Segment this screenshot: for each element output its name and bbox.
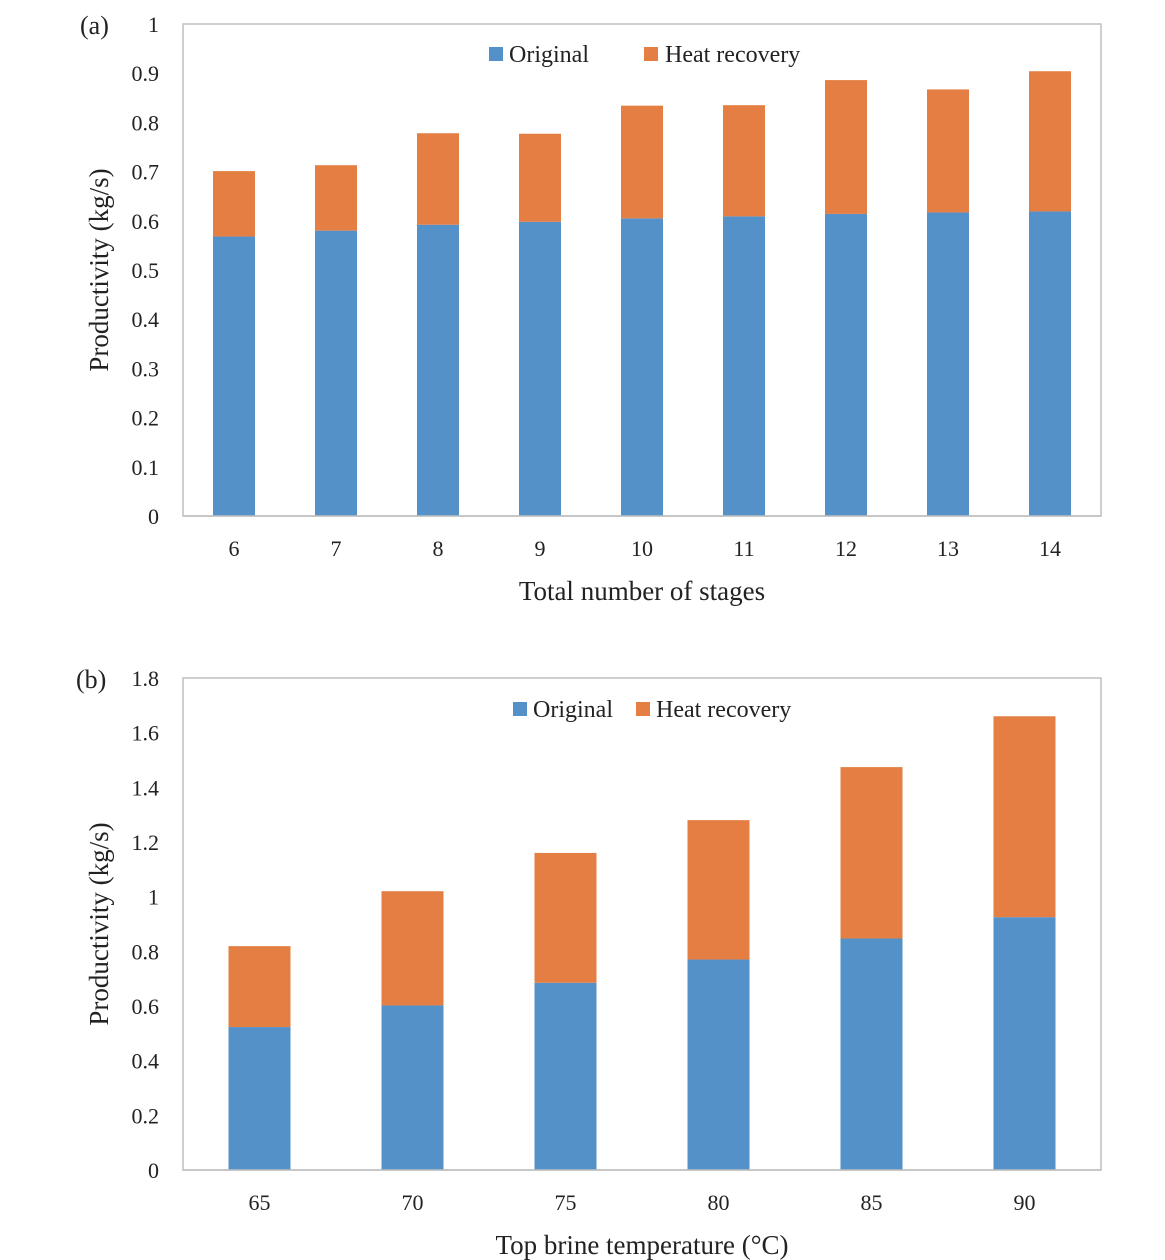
x-tick-label: 14: [1039, 536, 1061, 561]
bar-original-80: [687, 959, 750, 1170]
bar-original-6: [213, 236, 255, 516]
y-tick-label: 0.9: [132, 61, 160, 86]
y-tick-label: 1: [148, 12, 159, 37]
x-tick-label: 7: [331, 536, 342, 561]
chart-panel-a: 6 7 8 9 10 11 12 13 14 0 0.1 0.2 0.3 0.4 0.5 0.6 0.7 0.8 0…: [80, 11, 1102, 606]
chart-panel-b: 65 70 75 80 85 90 0 0.2 0.4 0.6 0.8 1 1.2 1.4 1.6 1.8 To…: [76, 665, 1102, 1260]
x-tick-label: 80: [708, 1190, 730, 1215]
y-tick-label: 0: [148, 504, 159, 529]
y-tick-label: 0.2: [132, 406, 160, 431]
bar-heat-recovery-12: [825, 80, 867, 214]
bar-original-10: [621, 218, 663, 516]
y-tick-label: 0.3: [132, 356, 160, 381]
x-tick-label: 90: [1014, 1190, 1036, 1215]
x-tick-label: 10: [631, 536, 653, 561]
bar-original-90: [993, 917, 1056, 1170]
bar-heat-recovery-11: [723, 105, 765, 217]
plot-frame: [182, 677, 1102, 1171]
x-tick-label: 9: [535, 536, 546, 561]
bar-heat-recovery-65: [228, 946, 291, 1028]
bar-original-70: [381, 1005, 444, 1170]
legend-swatch-original: [489, 47, 503, 61]
bar-heat-recovery-13: [927, 89, 969, 213]
bar-original-14: [1029, 211, 1071, 516]
y-tick-label: 1.6: [132, 721, 160, 746]
x-tick-label: 11: [733, 536, 754, 561]
y-tick-label: 0.5: [132, 258, 160, 283]
y-tick-label: 0.1: [132, 455, 160, 480]
x-tick-label: 8: [433, 536, 444, 561]
y-tick-label: 1.8: [132, 666, 160, 691]
legend-label-heat-recovery: Heat recovery: [665, 42, 800, 68]
bar-original-65: [228, 1027, 291, 1170]
x-tick-label: 70: [402, 1190, 424, 1215]
bar-original-7: [315, 230, 357, 516]
legend-swatch-heat-recovery: [636, 702, 650, 716]
bar-heat-recovery-14: [1029, 71, 1071, 212]
legend-label-original: Original: [533, 697, 613, 723]
y-axis-title: Productivity (kg/s): [84, 168, 114, 371]
bar-original-9: [519, 221, 561, 516]
bar-heat-recovery-7: [315, 165, 357, 231]
bar-heat-recovery-6: [213, 171, 255, 237]
bar-heat-recovery-90: [993, 716, 1056, 918]
x-tick-label: 65: [249, 1190, 271, 1215]
bar-heat-recovery-9: [519, 133, 561, 222]
legend-swatch-original: [513, 702, 527, 716]
bar-original-85: [840, 938, 903, 1170]
y-tick-label: 0: [148, 1158, 159, 1183]
y-tick-label: 0.8: [132, 939, 160, 964]
x-axis-title: Total number of stages: [519, 576, 765, 606]
y-tick-label: 0.2: [132, 1103, 160, 1128]
x-tick-label: 75: [555, 1190, 577, 1215]
bar-heat-recovery-8: [417, 133, 459, 225]
y-tick-label: 0.4: [132, 1049, 160, 1074]
bar-heat-recovery-75: [534, 852, 597, 983]
y-tick-label: 0.4: [132, 307, 160, 332]
y-axis-title: Productivity (kg/s): [84, 822, 114, 1025]
y-tick-label: 1.2: [132, 830, 160, 855]
bar-original-12: [825, 213, 867, 517]
panel-label: (a): [80, 11, 109, 40]
bar-original-8: [417, 224, 459, 516]
legend-label-original: Original: [509, 42, 589, 68]
bar-heat-recovery-10: [621, 105, 663, 219]
y-tick-label: 0.8: [132, 110, 160, 135]
y-tick-label: 1: [148, 885, 159, 910]
x-tick-label: 13: [937, 536, 959, 561]
x-tick-label: 85: [861, 1190, 883, 1215]
x-tick-label: 6: [229, 536, 240, 561]
y-tick-label: 0.6: [132, 209, 160, 234]
bar-heat-recovery-80: [687, 820, 750, 960]
legend-label-heat-recovery: Heat recovery: [656, 697, 791, 723]
legend-swatch-heat-recovery: [644, 47, 658, 61]
x-axis-title: Top brine temperature (°C): [495, 1230, 788, 1260]
bar-heat-recovery-70: [381, 891, 444, 1006]
bar-original-75: [534, 982, 597, 1170]
bar-original-13: [927, 212, 969, 516]
panel-label: (b): [76, 665, 106, 694]
y-tick-label: 1.4: [132, 775, 160, 800]
x-tick-label: 12: [835, 536, 857, 561]
y-tick-label: 0.6: [132, 994, 160, 1019]
bar-original-11: [723, 216, 765, 516]
bar-heat-recovery-85: [840, 767, 903, 939]
y-tick-label: 0.7: [132, 160, 160, 185]
